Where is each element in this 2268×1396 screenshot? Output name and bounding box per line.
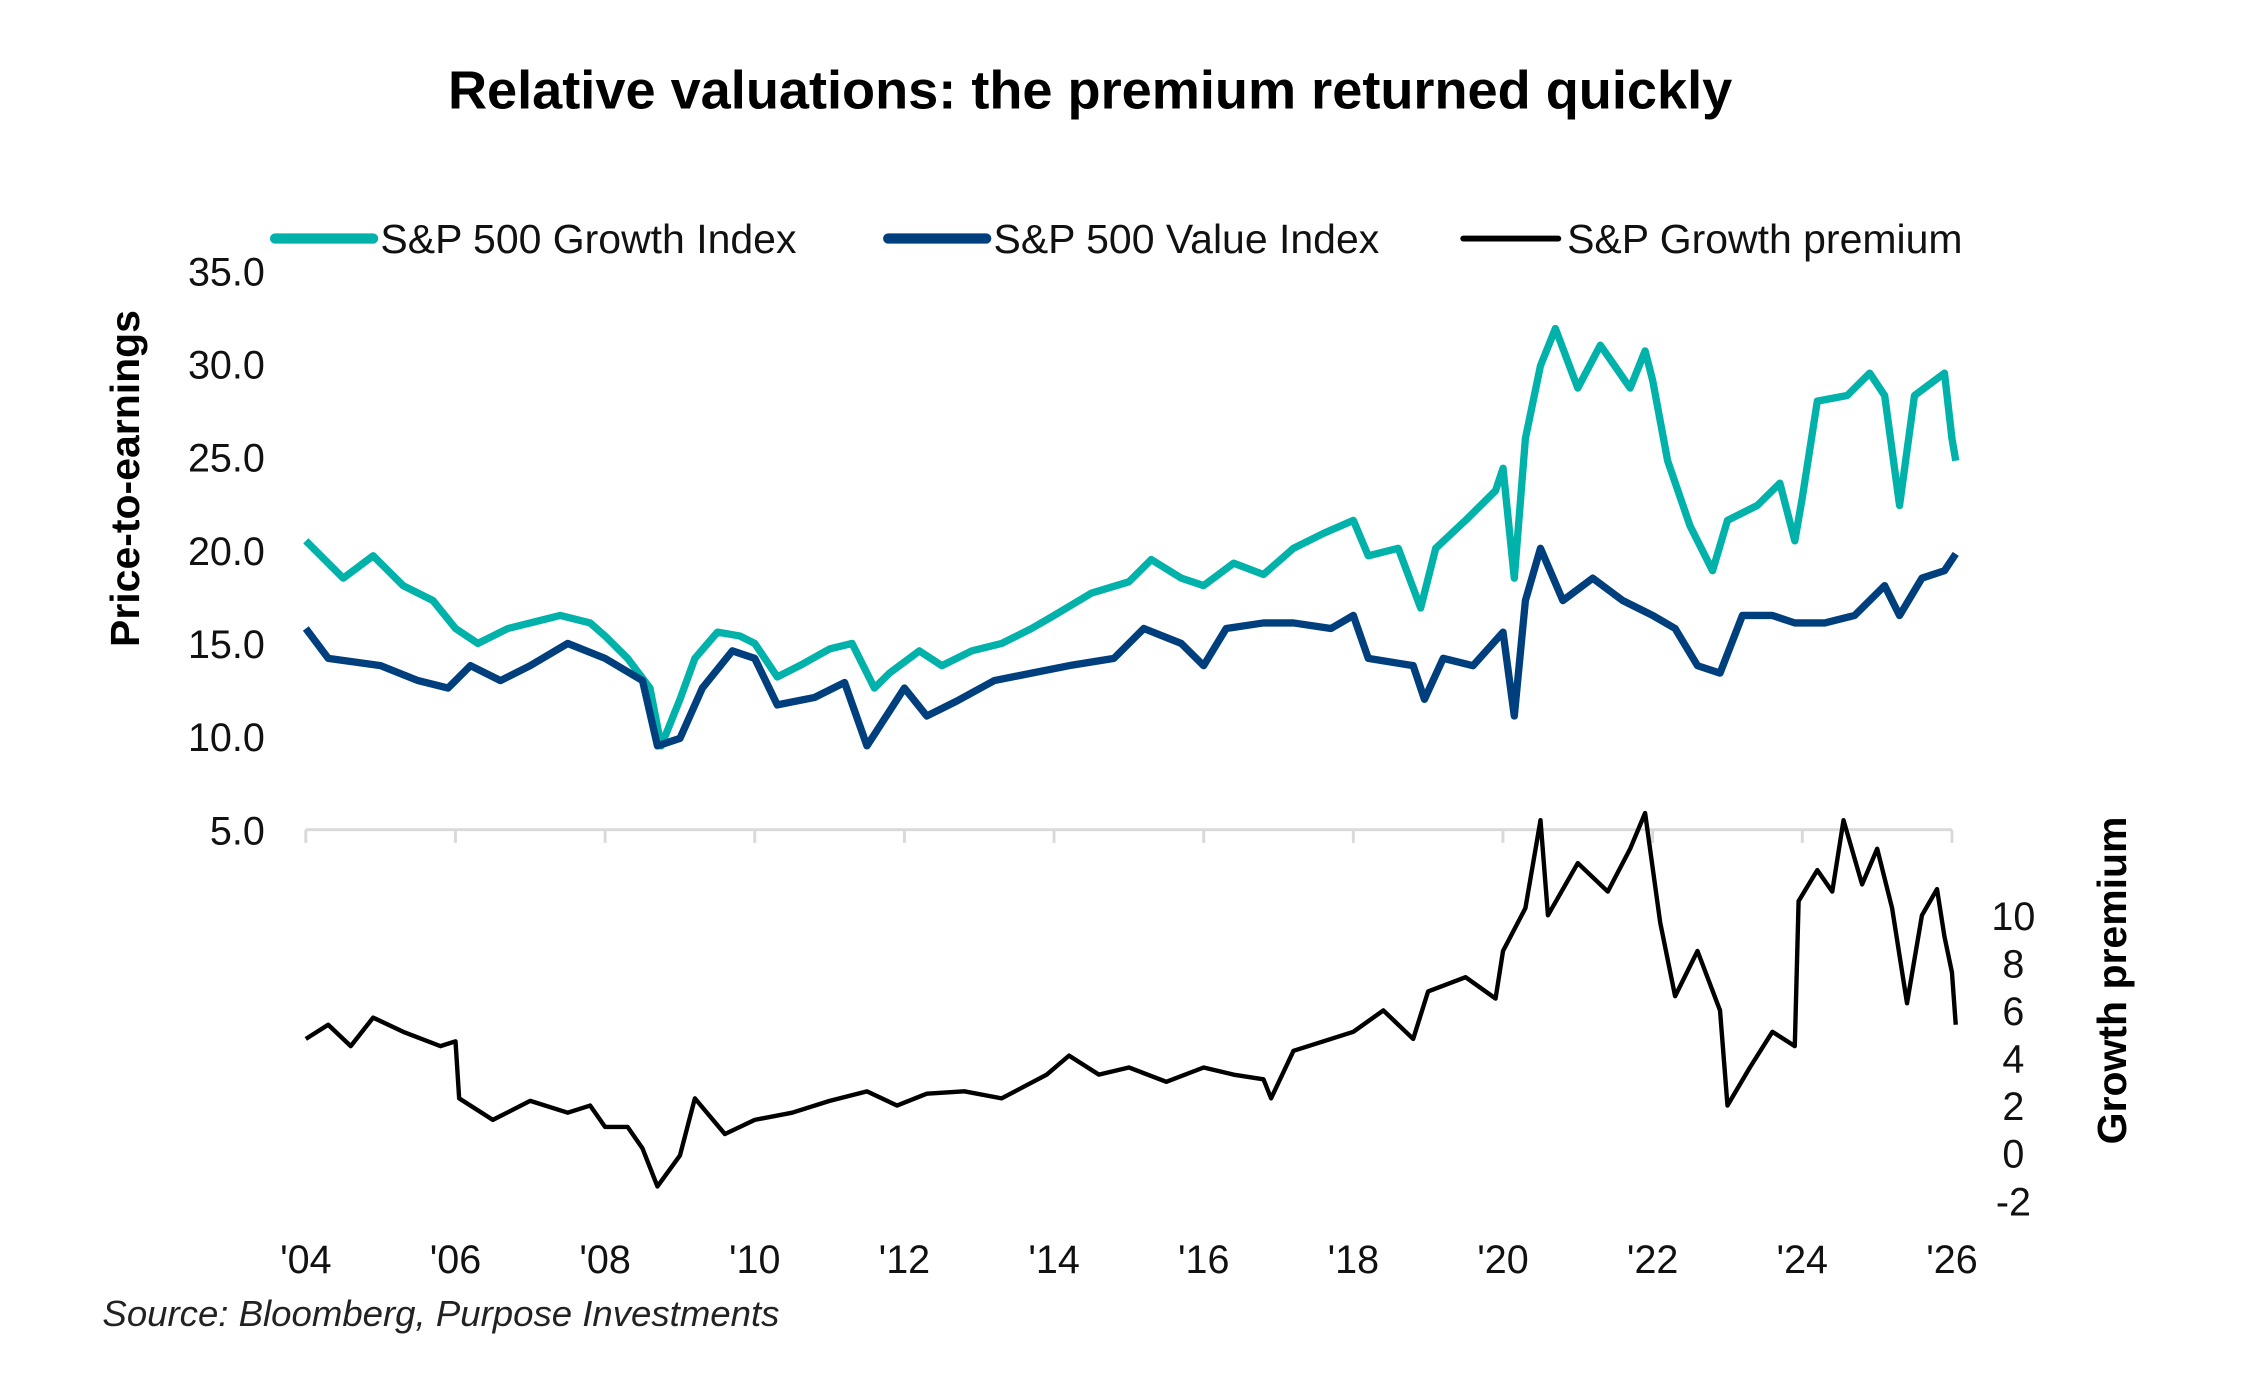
y-tick-label: 30.0 <box>188 344 265 388</box>
y-axis-ticks: 35.0 30.0 25.0 20.0 15.0 10.0 5.0 <box>188 250 265 853</box>
y-tick-label: 5.0 <box>210 809 265 853</box>
x-tick-label: '06 <box>430 1238 481 1282</box>
x-tick-label: '16 <box>1178 1238 1229 1282</box>
x-tick-label: '22 <box>1627 1238 1678 1282</box>
y2-tick-label: 4 <box>2002 1038 2024 1082</box>
y2-tick-label: -2 <box>1996 1180 2031 1224</box>
y-axis-label: Price-to-earnings <box>102 310 148 647</box>
y-tick-label: 15.0 <box>188 623 265 667</box>
x-tick-label: '24 <box>1777 1238 1828 1282</box>
x-tick-label: '26 <box>1926 1238 1977 1282</box>
y2-tick-label: 8 <box>2002 942 2024 986</box>
y-tick-label: 25.0 <box>188 437 265 481</box>
y-tick-label: 10.0 <box>188 716 265 760</box>
legend-label-growth: S&P 500 Growth Index <box>380 216 797 262</box>
x-tick-label: '08 <box>579 1238 630 1282</box>
chart-title: Relative valuations: the premium returne… <box>448 60 1732 120</box>
x-tick-label: '10 <box>729 1238 780 1282</box>
x-tick-label: '14 <box>1028 1238 1079 1282</box>
source-note: Source: Bloomberg, Purpose Investments <box>102 1293 779 1334</box>
x-tick-label: '18 <box>1328 1238 1379 1282</box>
series-line-premium <box>304 810 1958 1189</box>
series-line-growth <box>303 324 1960 750</box>
series-lines <box>302 324 1960 1189</box>
y2-tick-label: 0 <box>2002 1133 2024 1177</box>
x-tick-label: '20 <box>1477 1238 1528 1282</box>
legend-label-premium: S&P Growth premium <box>1567 216 1962 262</box>
y2-tick-label: 2 <box>2002 1085 2024 1129</box>
y2-tick-label: 10 <box>1991 895 2035 939</box>
y-tick-label: 20.0 <box>188 530 265 574</box>
x-tick-label: '04 <box>280 1238 331 1282</box>
series-line-value <box>302 544 1959 750</box>
y2-axis-label: Growth premium <box>2089 817 2135 1145</box>
x-tick-label: '12 <box>879 1238 930 1282</box>
y2-tick-label: 6 <box>2002 990 2024 1034</box>
legend: S&P 500 Growth Index S&P 500 Value Index… <box>269 216 1963 262</box>
y-tick-label: 35.0 <box>188 250 265 294</box>
x-axis: '04 '06 '08 '10 '12 '14 '16 '18 '20 '22 '24 '26 <box>280 828 1978 1282</box>
legend-label-value: S&P 500 Value Index <box>994 216 1380 262</box>
